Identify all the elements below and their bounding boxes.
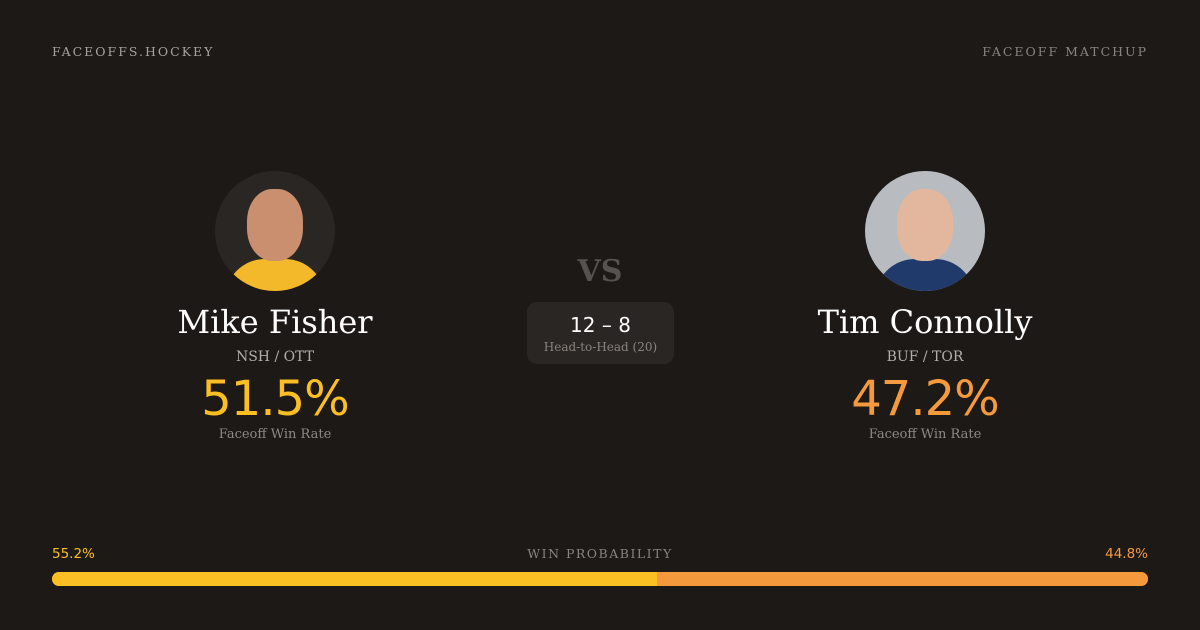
player1-name[interactable]: Mike Fisher <box>177 303 373 341</box>
page-label: FACEOFF MATCHUP <box>982 44 1148 59</box>
player2-avatar <box>865 171 985 291</box>
player2-card: Tim Connolly BUF / TOR 47.2% Faceoff Win… <box>775 171 1075 442</box>
head-to-head-box: 12 – 8 Head-to-Head (20) <box>527 302 674 364</box>
win-probability-bar <box>52 572 1148 586</box>
player1-teams: NSH / OTT <box>235 349 315 365</box>
player2-win-rate-label: Faceoff Win Rate <box>868 427 982 442</box>
vs-label: VS <box>577 254 623 289</box>
player2-teams: BUF / TOR <box>886 349 964 365</box>
player2-probability-segment <box>656 572 1148 586</box>
player2-name[interactable]: Tim Connolly <box>817 303 1033 341</box>
player1-win-rate: 51.5% <box>201 371 349 427</box>
player1-probability-segment <box>52 572 657 586</box>
player2-win-probability: 44.8% <box>1105 546 1148 562</box>
brand-logo[interactable]: FACEOFFS.HOCKEY <box>52 44 215 59</box>
player1-win-probability: 55.2% <box>52 546 95 562</box>
player1-win-rate-label: Faceoff Win Rate <box>218 427 332 442</box>
player2-win-rate: 47.2% <box>851 371 999 427</box>
head-to-head-label: Head-to-Head (20) <box>543 340 658 354</box>
player1-avatar <box>215 171 335 291</box>
head-to-head-score: 12 – 8 <box>570 313 631 337</box>
win-probability-title: WIN PROBABILITY <box>527 546 673 561</box>
player1-card: Mike Fisher NSH / OTT 51.5% Faceoff Win … <box>125 171 425 442</box>
